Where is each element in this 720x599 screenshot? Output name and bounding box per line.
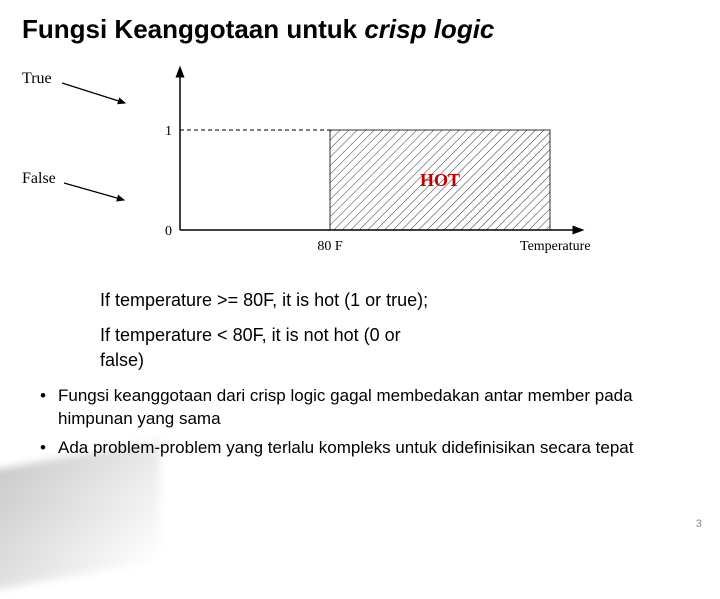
- title-italic: crisp logic: [364, 14, 494, 44]
- x-axis-label: Temperature: [520, 239, 591, 254]
- crisp-chart: 1 0 HOT 80 F Temperature: [130, 60, 600, 260]
- label-true: True: [22, 70, 52, 88]
- bullet-marker: •: [40, 385, 58, 431]
- bullet-1-text: Fungsi keanggotaan dari crisp logic gaga…: [58, 385, 700, 431]
- condition-line-1: If temperature >= 80F, it is hot (1 or t…: [100, 290, 428, 311]
- label-false: False: [22, 170, 56, 188]
- hot-label: HOT: [420, 170, 460, 190]
- bullet-marker: •: [40, 437, 58, 460]
- condition-line-2a: If temperature < 80F, it is not hot (0 o…: [100, 325, 401, 346]
- y-tick-0: 0: [165, 224, 172, 239]
- y-tick-1: 1: [165, 124, 172, 139]
- condition-line-2b: false): [100, 350, 144, 371]
- bullet-2-text: Ada problem-problem yang terlalu komplek…: [58, 437, 633, 460]
- page-number: 3: [696, 518, 702, 530]
- title-prefix: Fungsi Keanggotaan untuk: [22, 14, 364, 44]
- x-tick-80f: 80 F: [317, 239, 343, 254]
- slide-title: Fungsi Keanggotaan untuk crisp logic: [22, 14, 494, 45]
- bullet-list: • Fungsi keanggotaan dari crisp logic ga…: [40, 385, 700, 466]
- bullet-1: • Fungsi keanggotaan dari crisp logic ga…: [40, 385, 700, 431]
- bullet-2: • Ada problem-problem yang terlalu kompl…: [40, 437, 700, 460]
